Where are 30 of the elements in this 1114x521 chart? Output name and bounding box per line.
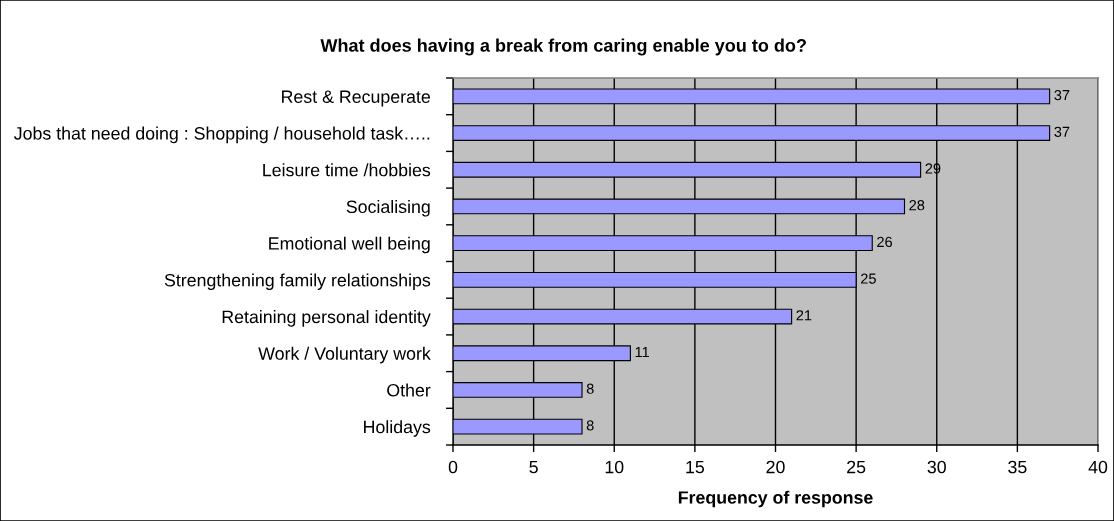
x-tick-label: 0 (448, 460, 458, 474)
data-label: 28 (909, 200, 925, 211)
x-tick-label: 35 (1008, 460, 1027, 474)
y-tick-label: Strengthening family relationships (164, 273, 431, 290)
y-tick-label: Retaining personal identity (222, 310, 431, 327)
y-tick-label: Work / Voluntary work (258, 346, 431, 364)
x-tick-label: 25 (847, 460, 866, 474)
x-tick-label: 30 (927, 460, 946, 474)
y-tick-label: Other (387, 383, 431, 397)
data-label: 37 (1054, 89, 1070, 101)
y-tick-label: Emotional well being (269, 236, 430, 254)
data-label: 8 (586, 383, 594, 394)
x-tick-label: 20 (766, 460, 785, 474)
x-tick-label: 40 (1088, 460, 1108, 474)
y-tick-label: Socialising (346, 200, 430, 217)
chart-title: What does having a break from caring enable you to do? (320, 38, 806, 56)
data-label: 21 (796, 310, 812, 321)
y-tick-label: Leisure time /hobbies (263, 163, 431, 177)
y-tick-label: Holidays (364, 420, 431, 437)
data-label: 11 (635, 346, 649, 358)
y-tick-label: Jobs that need doing : Shopping / household task….. (14, 126, 430, 144)
data-label: 25 (861, 273, 876, 284)
x-tick-label: 10 (605, 460, 624, 474)
data-label: 26 (877, 236, 892, 248)
x-tick-label: 5 (529, 460, 538, 474)
x-tick-label: 15 (686, 460, 705, 474)
data-label: 8 (586, 420, 594, 431)
data-label: 37 (1054, 126, 1070, 137)
x-axis-title: Frequency of response (678, 490, 873, 508)
y-tick-label: Rest & Recuperate (282, 90, 430, 107)
